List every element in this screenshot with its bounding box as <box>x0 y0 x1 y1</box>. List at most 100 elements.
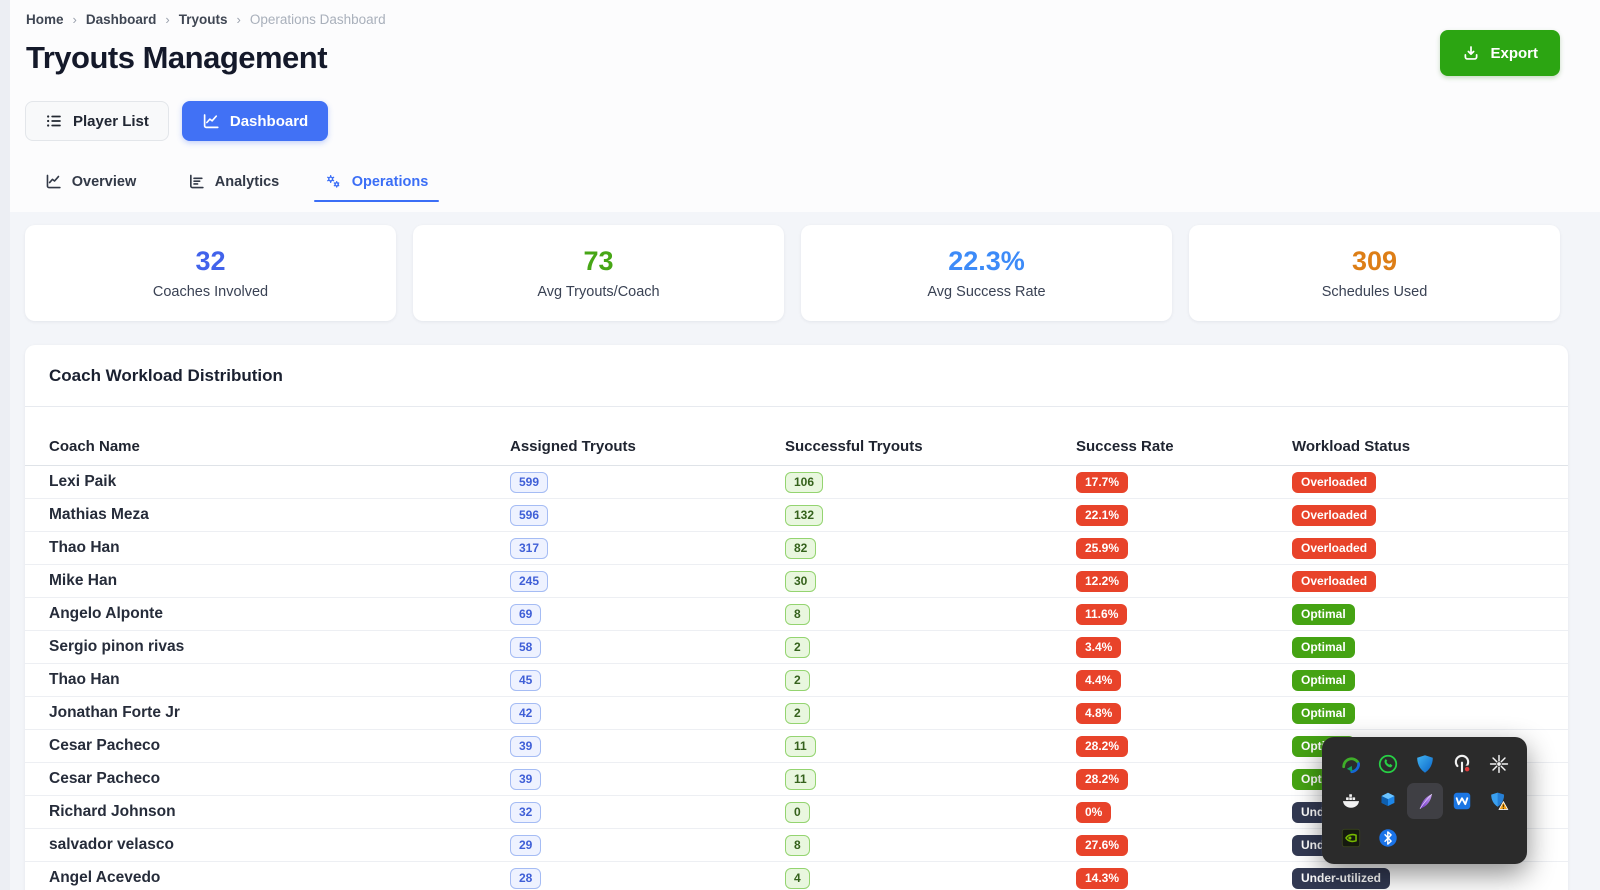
bluetooth-icon[interactable] <box>1370 820 1406 856</box>
workload-status-badge: Overloaded <box>1292 471 1377 493</box>
docker-whale-icon[interactable] <box>1333 783 1369 819</box>
successful-tryouts-badge: 2 <box>785 702 810 724</box>
export-button[interactable]: Export <box>1440 30 1560 76</box>
assigned-tryouts-cell: 32 <box>510 801 785 823</box>
stat-label: Coaches Involved <box>152 284 269 300</box>
workload-status-cell: Optimal <box>1292 603 1544 625</box>
assigned-tryouts-badge: 42 <box>510 702 542 724</box>
player-list-button[interactable]: Player List <box>25 101 169 141</box>
export-button-label: Export <box>1490 44 1538 62</box>
assigned-tryouts-cell: 58 <box>510 636 785 658</box>
workload-status-badge: Optimal <box>1292 669 1355 691</box>
successful-tryouts-cell: 8 <box>785 603 1076 625</box>
successful-tryouts-cell: 4 <box>785 867 1076 889</box>
table-body: Lexi Paik 599 106 17.7% Overloaded Mathias Me… <box>25 466 1568 890</box>
assigned-tryouts-badge: 245 <box>510 570 549 592</box>
stat-label: Avg Success Rate <box>927 284 1046 300</box>
assigned-tryouts-badge: 69 <box>510 603 542 625</box>
table-row[interactable]: Mathias Meza 596 132 22.1% Overloaded <box>25 499 1568 532</box>
coach-name-cell: Mathias Meza <box>49 506 149 523</box>
success-rate-badge: 4.4% <box>1076 669 1122 691</box>
whatsapp-icon[interactable] <box>1370 746 1406 782</box>
breadcrumb: Home › Dashboard › Tryouts › Operations … <box>26 12 386 27</box>
assigned-tryouts-badge: 45 <box>510 669 542 691</box>
waves-w-icon[interactable] <box>1444 783 1480 819</box>
successful-tryouts-badge: 11 <box>785 735 816 757</box>
table-row[interactable]: Thao Han 317 82 25.9% Overloaded <box>25 532 1568 565</box>
workload-status-cell: Overloaded <box>1292 537 1544 559</box>
nvidia-settings-icon[interactable] <box>1333 820 1369 856</box>
success-rate-badge: 25.9% <box>1076 537 1129 559</box>
tab-operations[interactable]: Operations <box>314 163 439 202</box>
assigned-tryouts-badge: 596 <box>510 504 549 526</box>
feather-icon[interactable] <box>1406 782 1443 819</box>
success-rate-cell: 17.7% <box>1076 471 1292 493</box>
successful-tryouts-cell: 0 <box>785 801 1076 823</box>
section-title: Coach Workload Distribution <box>25 345 1568 407</box>
successful-tryouts-cell: 8 <box>785 834 1076 856</box>
assigned-tryouts-cell: 596 <box>510 504 785 526</box>
success-rate-cell: 14.3% <box>1076 867 1292 889</box>
stat-value: 22.3% <box>948 246 1025 276</box>
line-chart-icon <box>203 114 219 129</box>
success-rate-cell: 12.2% <box>1076 570 1292 592</box>
windows-defender-shield-icon[interactable] <box>1407 746 1443 782</box>
successful-tryouts-badge: 2 <box>785 636 810 658</box>
assigned-tryouts-cell: 42 <box>510 702 785 724</box>
shield-warning-icon[interactable] <box>1481 783 1517 819</box>
successful-tryouts-badge: 8 <box>785 834 810 856</box>
table-row[interactable]: Angelo Alponte 69 8 11.6% Optimal <box>25 598 1568 631</box>
page-title: Tryouts Management <box>26 40 328 75</box>
workload-status-cell: Optimal <box>1292 702 1544 724</box>
success-rate-cell: 4.8% <box>1076 702 1292 724</box>
breadcrumb-separator: › <box>236 12 241 27</box>
workload-status-badge: Optimal <box>1292 702 1355 724</box>
successful-tryouts-badge: 8 <box>785 603 810 625</box>
success-rate-cell: 25.9% <box>1076 537 1292 559</box>
stat-value: 309 <box>1351 246 1398 276</box>
workload-status-cell: Overloaded <box>1292 504 1544 526</box>
breadcrumb-home[interactable]: Home <box>26 12 64 27</box>
successful-tryouts-cell: 2 <box>785 702 1076 724</box>
coach-name-cell: Cesar Pacheco <box>49 770 161 787</box>
line-chart-icon <box>46 174 61 189</box>
stat-card-coaches-involved: 32 Coaches Involved <box>25 225 396 321</box>
column-header-assigned-tryouts: Assigned Tryouts <box>510 438 636 455</box>
breadcrumb-tryouts[interactable]: Tryouts <box>178 12 228 27</box>
idm-download-manager-icon[interactable] <box>1333 746 1369 782</box>
stat-card-avg-tryouts: 73 Avg Tryouts/Coach <box>413 225 784 321</box>
success-rate-badge: 0% <box>1076 801 1112 823</box>
successful-tryouts-badge: 11 <box>785 768 816 790</box>
table-row[interactable]: Lexi Paik 599 106 17.7% Overloaded <box>25 466 1568 499</box>
success-rate-badge: 14.3% <box>1076 867 1129 889</box>
dashboard-button-label: Dashboard <box>229 112 309 130</box>
tab-analytics[interactable]: Analytics <box>171 163 296 200</box>
successful-tryouts-badge: 82 <box>785 537 817 559</box>
assigned-tryouts-cell: 39 <box>510 735 785 757</box>
table-row[interactable]: Jonathan Forte Jr 42 2 4.8% Optimal <box>25 697 1568 730</box>
view-switcher: Player List Dashboard <box>25 101 329 141</box>
table-row[interactable]: Angel Acevedo 28 4 14.3% Under-utilized <box>25 862 1568 890</box>
breadcrumb-dashboard[interactable]: Dashboard <box>85 12 157 27</box>
stats-row: 32 Coaches Involved 73 Avg Tryouts/Coach… <box>25 225 1560 321</box>
tab-overview[interactable]: Overview <box>28 163 153 200</box>
workload-status-badge: Optimal <box>1292 603 1355 625</box>
successful-tryouts-cell: 2 <box>785 636 1076 658</box>
table-row[interactable]: Mike Han 245 30 12.2% Overloaded <box>25 565 1568 598</box>
assigned-tryouts-badge: 32 <box>510 801 542 823</box>
table-row[interactable]: Thao Han 45 2 4.4% Optimal <box>25 664 1568 697</box>
tab-label: Operations <box>351 173 429 190</box>
dashboard-button[interactable]: Dashboard <box>181 101 329 141</box>
stat-label: Schedules Used <box>1321 284 1428 300</box>
successful-tryouts-badge: 2 <box>785 669 810 691</box>
success-rate-cell: 4.4% <box>1076 669 1292 691</box>
hotspot-red-dot-icon[interactable] <box>1444 746 1480 782</box>
table-row[interactable]: Sergio pinon rivas 58 2 3.4% Optimal <box>25 631 1568 664</box>
success-rate-cell: 28.2% <box>1076 768 1292 790</box>
coach-name-cell: Lexi Paik <box>49 473 117 490</box>
starburst-icon[interactable] <box>1481 746 1517 782</box>
workload-status-cell: Under-utilized <box>1292 867 1544 889</box>
blue-cube-app-icon[interactable] <box>1370 783 1406 819</box>
